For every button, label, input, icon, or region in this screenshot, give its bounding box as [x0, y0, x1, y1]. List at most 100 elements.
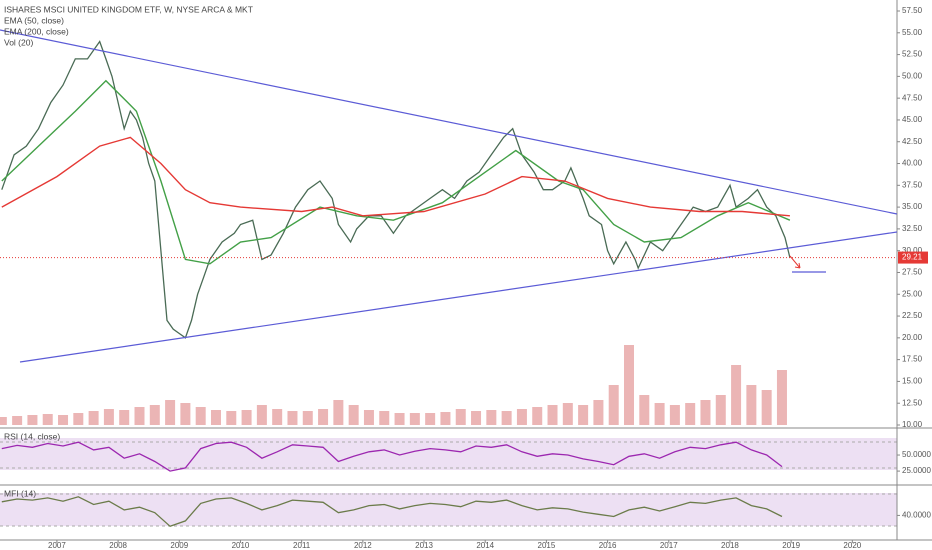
y-tick-label: 32.50	[902, 224, 923, 233]
y-tick-label: 25.0000	[902, 466, 931, 475]
y-tick-label: 57.50	[902, 6, 923, 15]
volume-bar	[318, 409, 329, 425]
volume-bar	[226, 411, 237, 425]
y-tick-label: 50.00	[902, 71, 923, 80]
y-tick-label: 40.00	[902, 159, 923, 168]
volume-bar	[363, 410, 374, 425]
y-tick-label: 10.00	[902, 420, 923, 429]
volume-bar	[149, 405, 160, 425]
volume-bar	[119, 410, 130, 425]
volume-bar	[241, 410, 252, 425]
series-line	[1, 79, 791, 265]
pane-title: MFI (14)	[4, 488, 36, 498]
x-tick-label: 2009	[170, 541, 188, 550]
mfi-band	[0, 493, 897, 526]
volume-bar	[333, 400, 344, 425]
volume-bar	[761, 390, 772, 425]
volume-bar	[12, 416, 23, 425]
y-tick-label: 15.00	[902, 377, 923, 386]
volume-bar	[532, 407, 543, 425]
series-line	[1, 441, 783, 472]
volume-bar	[27, 415, 38, 425]
x-tick-label: 2015	[538, 541, 556, 550]
x-tick-label: 2011	[293, 541, 311, 550]
volume-bar	[210, 410, 221, 425]
volume-bar	[180, 403, 191, 425]
volume-bar	[547, 405, 558, 425]
y-tick-label: 27.50	[902, 268, 923, 277]
volume-bar	[0, 417, 7, 425]
volume-bar	[348, 405, 359, 425]
y-tick-label: 42.50	[902, 137, 923, 146]
volume-bar	[394, 413, 405, 425]
pane-title: RSI (14, close)	[4, 431, 60, 441]
y-tick-label: 30.00	[902, 246, 923, 255]
volume-bar	[379, 411, 390, 425]
y-tick-label: 25.00	[902, 289, 923, 298]
volume-bar	[455, 409, 466, 425]
y-tick-label: 20.00	[902, 333, 923, 342]
volume-bar	[501, 411, 512, 425]
volume-bar	[73, 413, 84, 425]
volume-bar	[624, 345, 635, 425]
legend-entry: EMA (50, close)	[4, 15, 64, 25]
y-tick-label: 37.50	[902, 180, 923, 189]
volume-bar	[134, 407, 145, 425]
volume-bar	[593, 400, 604, 425]
arrow	[789, 255, 801, 269]
legend-entry: EMA (200, close)	[4, 26, 69, 36]
x-tick-label: 2018	[721, 541, 739, 550]
volume-bar	[103, 409, 114, 425]
y-tick-label: 45.00	[902, 115, 923, 124]
volume-bar	[486, 410, 497, 425]
volume-bar	[409, 413, 420, 425]
volume-bar	[608, 385, 619, 425]
volume-bar	[256, 405, 267, 425]
last-price-box	[898, 251, 928, 264]
x-tick-label: 2016	[599, 541, 617, 550]
volume-bar	[776, 370, 787, 425]
volume-bar	[715, 395, 726, 425]
volume-bar	[195, 407, 206, 425]
series-line	[1, 136, 790, 217]
series-line	[1, 496, 783, 528]
volume-bar	[58, 415, 69, 425]
volume-bar	[165, 400, 176, 425]
volume-bar	[685, 403, 696, 425]
trend-line-upper	[0, 29, 898, 215]
volume-bar	[746, 385, 757, 425]
title: ISHARES MSCI UNITED KINGDOM ETF, W, NYSE…	[4, 4, 253, 14]
y-tick-label: 40.0000	[902, 511, 931, 520]
volume-bar	[731, 365, 742, 425]
volume-bar	[639, 395, 650, 425]
x-tick-label: 2019	[782, 541, 800, 550]
y-tick-label: 52.50	[902, 50, 923, 59]
x-tick-label: 2017	[660, 541, 678, 550]
volume-bar	[669, 405, 680, 425]
volume-bar	[88, 411, 99, 425]
y-tick-label: 17.50	[902, 355, 923, 364]
y-tick-label: 35.00	[902, 202, 923, 211]
volume-bar	[302, 411, 313, 425]
volume-bar	[562, 403, 573, 425]
volume-bar	[516, 409, 527, 425]
volume-bar	[578, 405, 589, 425]
legend-entry: Vol (20)	[4, 37, 33, 47]
volume-bar	[700, 400, 711, 425]
x-tick-label: 2020	[843, 541, 861, 550]
volume-bar	[440, 412, 451, 425]
rsi-band	[0, 438, 897, 470]
y-tick-label: 55.00	[902, 28, 923, 37]
volume-bar	[272, 409, 283, 425]
x-tick-label: 2012	[354, 541, 372, 550]
trend-line-lower	[19, 231, 898, 363]
y-tick-label: 47.50	[902, 93, 923, 102]
x-tick-label: 2008	[109, 541, 127, 550]
marks	[0, 40, 791, 528]
volume-bar	[425, 413, 436, 425]
volume-bar	[654, 403, 665, 425]
x-tick-label: 2014	[476, 541, 494, 550]
y-tick-label: 12.50	[902, 398, 923, 407]
